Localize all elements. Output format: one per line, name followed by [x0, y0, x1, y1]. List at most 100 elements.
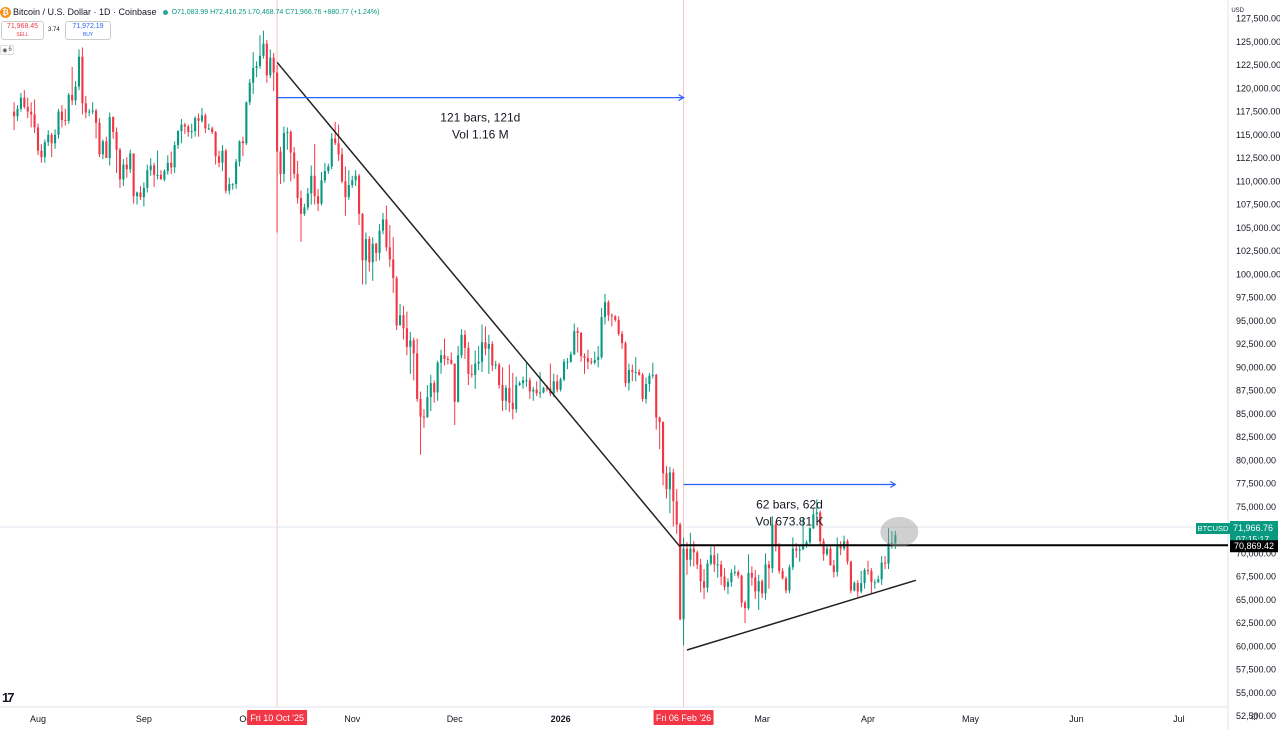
price-tick-label: 102,500.00 [1236, 246, 1280, 256]
candle-body [91, 110, 94, 112]
candle-body [450, 359, 453, 364]
candle-body [730, 572, 733, 583]
price-tick-label: 70,000.00 [1236, 548, 1276, 558]
price-tick-label: 60,000.00 [1236, 641, 1276, 651]
candle-body [269, 57, 272, 76]
candle-body [457, 355, 460, 402]
candle-body [183, 124, 186, 127]
candle-body [723, 576, 726, 587]
candle-body [798, 549, 801, 551]
candle-body [822, 541, 825, 555]
candle-body [877, 579, 880, 583]
price-tick-label: 87,500.00 [1236, 386, 1276, 396]
candle-body [757, 581, 760, 592]
candle-body [241, 141, 244, 144]
candle-body [272, 57, 275, 73]
candle-body [685, 548, 689, 560]
last-price-text: 71,966.76 [1233, 523, 1273, 533]
time-tick-label: 2026 [551, 714, 571, 724]
trendline [276, 61, 681, 548]
candle-body [81, 56, 84, 104]
candle-body [245, 102, 248, 144]
price-tick-label: 65,000.00 [1236, 595, 1276, 605]
candle-body [50, 134, 53, 144]
candle-body [525, 380, 528, 382]
candle-body [576, 331, 579, 333]
ohlc-values: O71,083.99 H72,416.25 L70,468.74 C71,966… [172, 9, 380, 16]
time-tick-label: Oct [239, 714, 254, 724]
price-tick-label: 55,000.00 [1236, 688, 1276, 698]
candle-body [884, 562, 887, 564]
candle-body [634, 371, 637, 373]
candle-body [771, 524, 774, 569]
candle-body [542, 387, 545, 393]
candle-body [597, 357, 600, 360]
symbol-title[interactable]: Bitcoin / U.S. Dollar · 1D · Coinbase [13, 7, 157, 17]
candle-body [819, 512, 822, 542]
buy-button[interactable]: 71,972.19 BUY [65, 21, 111, 40]
price-tick-label: 107,500.00 [1236, 200, 1280, 210]
candle-body [501, 384, 504, 401]
price-tick-label: 125,000.00 [1236, 37, 1280, 47]
candle-body [402, 315, 405, 329]
indicators-toggle[interactable]: ◉ 6 [0, 45, 14, 55]
candle-body [207, 128, 210, 130]
candle-body [392, 259, 395, 279]
eye-icon: ◉ [2, 47, 8, 54]
candle-body [778, 544, 781, 571]
sell-button[interactable]: 71,968.45 SELL [1, 21, 44, 40]
candle-body [562, 361, 566, 380]
candle-body [30, 111, 33, 115]
measure-bars-label: 62 bars, 62d [756, 497, 823, 511]
candle-body [64, 119, 67, 121]
candle-body [890, 543, 893, 545]
price-tick-label: 105,000.00 [1236, 223, 1280, 233]
measure-volume-label: Vol 673.81 K [755, 514, 823, 528]
price-tick-label: 62,500.00 [1236, 618, 1276, 628]
candle-body [170, 162, 173, 168]
currency-label[interactable]: USD [1231, 8, 1244, 14]
candle-body [487, 344, 490, 349]
candle-body [863, 570, 866, 584]
candle-body [740, 575, 743, 603]
candle-body [313, 175, 316, 197]
candle-body [310, 175, 313, 194]
candle-body [726, 582, 730, 587]
settings-gear-icon[interactable]: ⚙ [1250, 712, 1259, 723]
time-tick-label: Apr [861, 714, 875, 724]
measure-arrow-head [890, 480, 897, 489]
candle-body [764, 564, 767, 594]
time-tick-label: Sep [136, 714, 152, 724]
price-tick-label: 122,500.00 [1236, 60, 1280, 70]
candle-body [334, 138, 337, 144]
candle-body [412, 340, 415, 354]
candle-body [71, 94, 74, 101]
candle-body [33, 114, 36, 128]
price-tick-label: 127,500.00 [1236, 14, 1280, 24]
candle-body [672, 472, 675, 502]
candle-body [132, 153, 135, 197]
candle-body [327, 166, 330, 172]
candle-body [515, 384, 518, 410]
candle-body [176, 131, 180, 146]
change-value: +880.77 (+1.24%) [323, 8, 380, 16]
candle-body [474, 363, 477, 375]
candle-body [371, 243, 374, 263]
candle-body [662, 422, 665, 474]
candle-body [443, 355, 446, 359]
candle-body [696, 552, 699, 565]
candle-body [159, 174, 163, 180]
candle-body [149, 165, 152, 171]
candle-body [337, 143, 340, 155]
candle-body [508, 387, 511, 403]
candle-body [491, 344, 494, 366]
tradingview-logo[interactable]: 17 [2, 690, 15, 705]
candle-body [375, 243, 378, 253]
candle-body [293, 152, 296, 174]
candle-body [200, 115, 204, 121]
price-tick-label: 77,500.00 [1236, 479, 1276, 489]
candle-body [40, 150, 43, 158]
candle-body [194, 118, 197, 132]
candle-body [535, 389, 538, 394]
